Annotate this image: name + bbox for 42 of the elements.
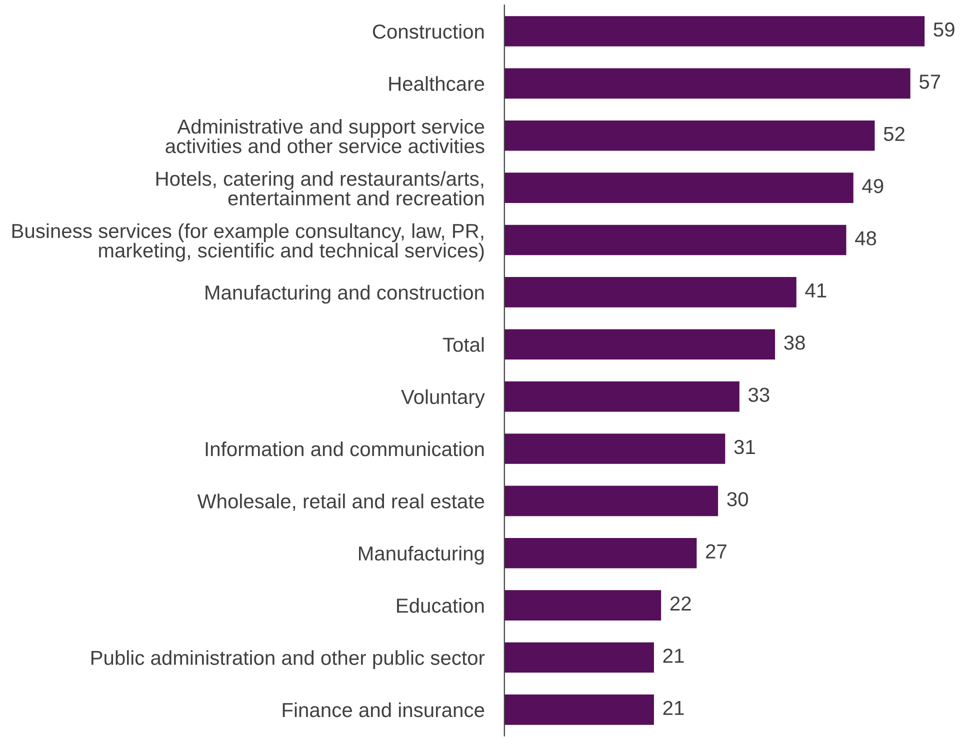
bar: [504, 120, 875, 151]
bar: [504, 642, 654, 673]
data-label: 59: [934, 22, 954, 37]
y-tick-label: Administrative and support service activities and other service activities: [166, 118, 484, 154]
data-label: 48: [855, 231, 876, 246]
y-tick-label: Total: [442, 337, 484, 352]
data-label: 41: [805, 284, 826, 298]
bar: [504, 694, 654, 725]
bar: [504, 172, 854, 203]
y-tick-label: Finance and insurance: [282, 702, 484, 718]
bar: [504, 277, 796, 308]
y-tick-label: Education: [397, 598, 484, 613]
bar: [504, 434, 726, 464]
data-label: 22: [670, 596, 691, 611]
y-tick-label: Public administration and other public sector: [91, 650, 485, 669]
bar: [504, 16, 925, 46]
y-tick-label: Hotels, catering and restaurants/arts, entertainment and recreation: [156, 171, 484, 206]
bar: [504, 486, 718, 516]
data-label: 38: [784, 336, 805, 350]
y-tick-label: Manufacturing: [359, 546, 484, 565]
y-tick-label: Construction: [372, 24, 484, 39]
y-tick-label: Information and communication: [206, 441, 484, 456]
bar: [504, 329, 776, 360]
y-tick-label: Manufacturing and construction: [206, 284, 484, 304]
bar: [504, 68, 910, 99]
data-label: 30: [727, 492, 748, 506]
data-label: 33: [748, 388, 770, 402]
y-tick-label: Voluntary: [401, 389, 485, 408]
data-label: 21: [663, 700, 684, 715]
bar: [504, 224, 846, 256]
data-label: 21: [663, 648, 684, 663]
bar: [504, 538, 697, 568]
data-label: 27: [706, 544, 726, 558]
y-tick-label: Healthcare: [389, 76, 484, 91]
data-label: 57: [919, 74, 940, 89]
y-tick-label: Wholesale, retail and real estate: [197, 494, 484, 511]
data-label: 52: [884, 126, 904, 142]
bar: [504, 381, 740, 412]
bar: [504, 590, 662, 620]
data-label: 49: [862, 178, 884, 194]
data-label: 31: [734, 440, 755, 454]
y-tick-label: Business services (for example consultancy, law, PR, marketing, scientific and technical services): [12, 223, 484, 262]
